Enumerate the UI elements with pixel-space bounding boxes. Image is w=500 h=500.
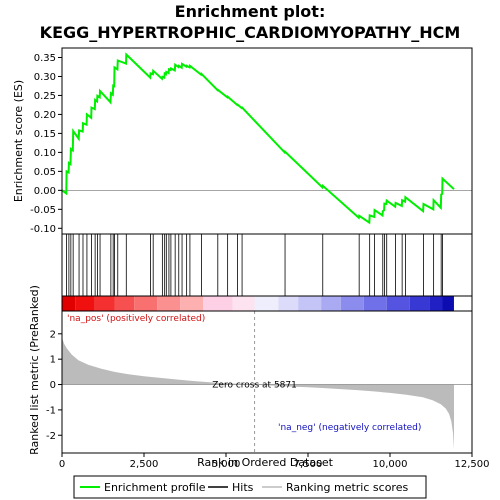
hit-lines xyxy=(66,234,443,296)
heat-segment xyxy=(134,296,158,311)
heat-segment xyxy=(254,296,279,311)
heat-segment xyxy=(429,296,443,311)
es-tick-label: 0.35 xyxy=(34,53,56,64)
heat-segment xyxy=(298,296,322,311)
heat-segment xyxy=(442,296,454,311)
ranking-heat-bar xyxy=(61,295,473,312)
heat-segment xyxy=(75,296,95,311)
heat-segment xyxy=(203,296,233,311)
heat-segment xyxy=(62,296,76,311)
metric-tick-label: -2 xyxy=(46,431,56,442)
es-tick-label: 0.10 xyxy=(34,148,56,159)
heat-segment xyxy=(386,296,410,311)
heat-segment xyxy=(363,296,387,311)
metric-tick-label: 2 xyxy=(50,329,56,340)
heat-segment xyxy=(114,296,135,311)
es-tick-label: 0.30 xyxy=(34,72,56,83)
es-y-ticks: -0.10 -0.05 0.00 0.05 0.10 0.15 0.20 0.25 0.30 0.… xyxy=(30,53,62,235)
hits-panel-frame xyxy=(61,233,473,297)
es-tick-label: -0.05 xyxy=(30,205,56,216)
x-tick-label: 2,500 xyxy=(130,459,159,470)
legend-enrichment-profile-label: Enrichment profile xyxy=(104,481,206,494)
heat-segment xyxy=(232,296,255,311)
positive-correlation-label: 'na_pos' (positively correlated) xyxy=(67,314,205,324)
negative-correlation-label: 'na_neg' (negatively correlated) xyxy=(278,423,421,433)
metric-panel-frame xyxy=(61,310,473,454)
x-tick-label: 0 xyxy=(59,459,65,470)
es-tick-label: -0.10 xyxy=(30,224,56,235)
chart-title-line1: Enrichment plot: xyxy=(175,2,326,21)
hits-panel xyxy=(61,233,473,297)
ranked-metric-panel: -2 -1 0 1 2 'na_pos' (positively correlated)… xyxy=(46,310,473,454)
es-panel-frame xyxy=(61,47,473,235)
heat-segments xyxy=(62,296,454,311)
x-axis-ticks: 0 2,500 5,000 7,500 10,000 12,500 xyxy=(59,453,490,470)
es-tick-label: 0.20 xyxy=(34,110,56,121)
enrichment-profile-line xyxy=(61,52,455,225)
legend-box xyxy=(73,475,427,499)
metric-tick-label: 0 xyxy=(50,380,56,391)
x-tick-label: 7,500 xyxy=(294,459,323,470)
x-axis-label: Rank in Ordered Dataset xyxy=(197,456,334,469)
x-tick-label: 5,000 xyxy=(212,459,241,470)
es-y-axis-label: Enrichment score (ES) xyxy=(12,80,25,202)
heat-segment xyxy=(94,296,115,311)
legend-ranking-metric-label: Ranking metric scores xyxy=(286,481,408,494)
heat-segment xyxy=(409,296,430,311)
heat-segment xyxy=(180,296,204,311)
legend-hits-label: Hits xyxy=(232,481,254,494)
es-tick-label: 0.00 xyxy=(34,186,56,197)
legend: Enrichment profile Hits Ranking metric s… xyxy=(73,475,427,499)
metric-tick-label: 1 xyxy=(50,355,56,366)
es-tick-label: 0.05 xyxy=(34,167,56,178)
enrichment-score-panel: -0.10 -0.05 0.00 0.05 0.10 0.15 0.20 0.25 0.30 0.… xyxy=(30,47,473,235)
zero-cross-label: Zero cross at 5871 xyxy=(212,381,297,391)
metric-y-axis-label: Ranked list metric (PreRanked) xyxy=(28,285,41,455)
x-tick-label: 10,000 xyxy=(373,459,408,470)
metric-y-ticks: -2 -1 0 1 2 xyxy=(46,329,62,442)
heat-segment xyxy=(157,296,181,311)
chart-title-line2: KEGG_HYPERTROPHIC_CARDIOMYOPATHY_HCM xyxy=(40,23,461,42)
es-tick-label: 0.15 xyxy=(34,129,56,140)
metric-tick-label: -1 xyxy=(46,405,56,416)
x-tick-label: 12,500 xyxy=(455,459,490,470)
heat-segment xyxy=(340,296,364,311)
heat-segment xyxy=(278,296,299,311)
es-tick-label: 0.25 xyxy=(34,91,56,102)
heat-segment xyxy=(321,296,341,311)
